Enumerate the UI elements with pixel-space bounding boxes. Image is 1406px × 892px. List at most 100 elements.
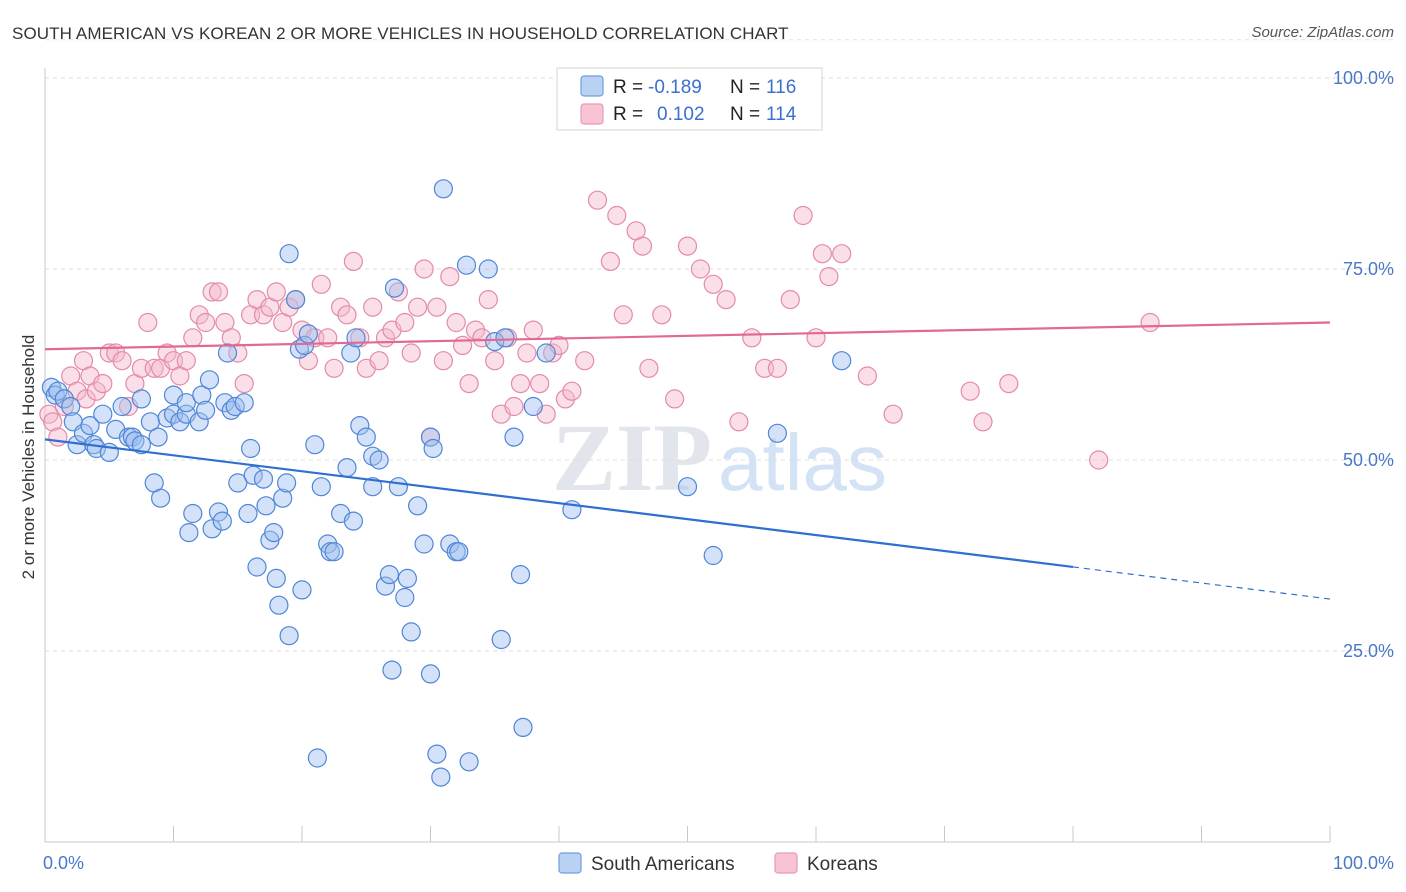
south-americans-point-8	[80, 416, 100, 436]
south-americans-point-31	[183, 503, 203, 524]
source-label: Source: ZipAtlas.com	[1251, 24, 1394, 41]
koreans-point-2	[48, 427, 68, 447]
stats-legend: R = -0.189 N = 116 R = 0.102 N = 114	[556, 67, 823, 131]
koreans-point-80	[542, 343, 563, 363]
koreans-point-31	[228, 343, 248, 363]
bottom-legend-swatch-koreans	[774, 852, 798, 874]
koreans-point-27	[202, 282, 222, 302]
koreans-point-1	[43, 412, 63, 432]
koreans-point-106	[819, 267, 839, 287]
y-tick-label-0: 25.0%	[1343, 641, 1394, 661]
koreans-point-65	[446, 312, 466, 333]
south-americans-point-85	[395, 587, 415, 608]
south-americans-trendline-extension	[1072, 566, 1331, 600]
koreans-point-24	[183, 328, 203, 348]
x-tick-label-max: 100.0%	[1333, 853, 1394, 873]
south-americans-points	[41, 179, 852, 787]
koreans-point-74	[504, 396, 524, 417]
y-tick-label-1: 50.0%	[1343, 450, 1394, 470]
south-americans-point-49	[253, 469, 274, 489]
koreans-point-26	[196, 312, 216, 333]
koreans-point-37	[266, 282, 286, 302]
koreans-trendline	[44, 321, 1331, 351]
koreans-point-112	[999, 374, 1019, 394]
koreans-point-105	[812, 244, 833, 264]
south-americans-point-67	[318, 534, 338, 554]
south-americans-point-18	[131, 389, 151, 409]
koreans-point-9	[86, 381, 107, 401]
south-americans-point-103	[491, 629, 511, 650]
series-legend: South Americans Koreans	[558, 852, 878, 875]
koreans-point-91	[639, 358, 659, 378]
legend-r-label-1: R =	[613, 77, 643, 98]
koreans-point-94	[677, 236, 698, 256]
koreans-point-52	[363, 297, 383, 317]
south-americans-point-86	[397, 568, 417, 589]
south-americans-point-113	[767, 423, 788, 443]
legend-n-value-1: 116	[766, 77, 796, 98]
koreans-point-98	[729, 412, 749, 432]
south-americans-point-108	[523, 396, 543, 417]
south-americans-point-23	[151, 488, 171, 508]
south-americans-point-58	[279, 244, 299, 264]
south-americans-point-39	[215, 393, 235, 413]
south-americans-point-95	[433, 179, 453, 199]
south-americans-point-40	[217, 343, 238, 363]
south-americans-point-11	[93, 404, 113, 424]
koreans-point-63	[433, 351, 453, 371]
koreans-point-28	[208, 282, 229, 302]
koreans-point-95	[690, 259, 711, 279]
koreans-point-64	[440, 267, 460, 287]
south-americans-point-14	[112, 396, 132, 417]
south-americans-point-74	[346, 328, 366, 348]
south-americans-point-61	[292, 580, 312, 600]
south-americans-point-79	[369, 450, 389, 470]
south-americans-point-101	[478, 259, 498, 279]
south-americans-point-30	[179, 522, 199, 543]
south-americans-point-102	[485, 332, 505, 352]
south-americans-point-90	[420, 664, 441, 684]
koreans-point-101	[767, 358, 788, 378]
koreans-point-84	[575, 351, 595, 371]
koreans-point-78	[530, 374, 550, 394]
south-americans-point-44	[234, 393, 254, 413]
trendlines	[44, 321, 1331, 600]
legend-swatch-koreans	[580, 103, 604, 125]
koreans-point-96	[703, 274, 723, 294]
south-americans-point-72	[341, 343, 361, 363]
south-americans-point-65	[307, 748, 327, 768]
koreans-point-35	[253, 305, 274, 325]
south-americans-point-53	[266, 568, 286, 589]
koreans-point-99	[742, 328, 762, 348]
south-americans-point-46	[241, 438, 261, 459]
south-americans-point-81	[379, 564, 399, 585]
koreans-point-110	[960, 381, 980, 401]
south-americans-point-105	[504, 427, 524, 447]
south-americans-point-99	[456, 255, 477, 275]
south-americans-point-29	[176, 393, 196, 413]
koreans-point-39	[279, 297, 299, 317]
south-americans-point-56	[277, 473, 297, 493]
koreans-point-114	[1140, 312, 1160, 333]
x-tick-label-min: 0.0%	[43, 853, 84, 873]
south-americans-point-50	[256, 496, 276, 516]
koreans-point-57	[395, 312, 415, 333]
legend-r-value-2: 0.102	[657, 104, 705, 125]
south-americans-point-84	[388, 477, 408, 497]
axes	[44, 68, 1331, 843]
koreans-point-18	[144, 358, 164, 378]
south-americans-point-106	[510, 564, 531, 585]
koreans-point-82	[555, 389, 576, 409]
south-americans-point-98	[449, 542, 469, 562]
south-americans-point-59	[286, 290, 306, 310]
koreans-point-86	[600, 251, 621, 271]
koreans-point-111	[973, 412, 993, 432]
south-americans-point-107	[513, 717, 533, 738]
watermark-atlas: atlas	[718, 418, 887, 507]
south-americans-point-112	[703, 545, 723, 566]
bottom-legend-label-koreans: Koreans	[807, 854, 878, 875]
south-americans-point-22	[148, 427, 168, 447]
south-americans-point-75	[350, 416, 370, 436]
south-americans-point-57	[279, 626, 299, 646]
